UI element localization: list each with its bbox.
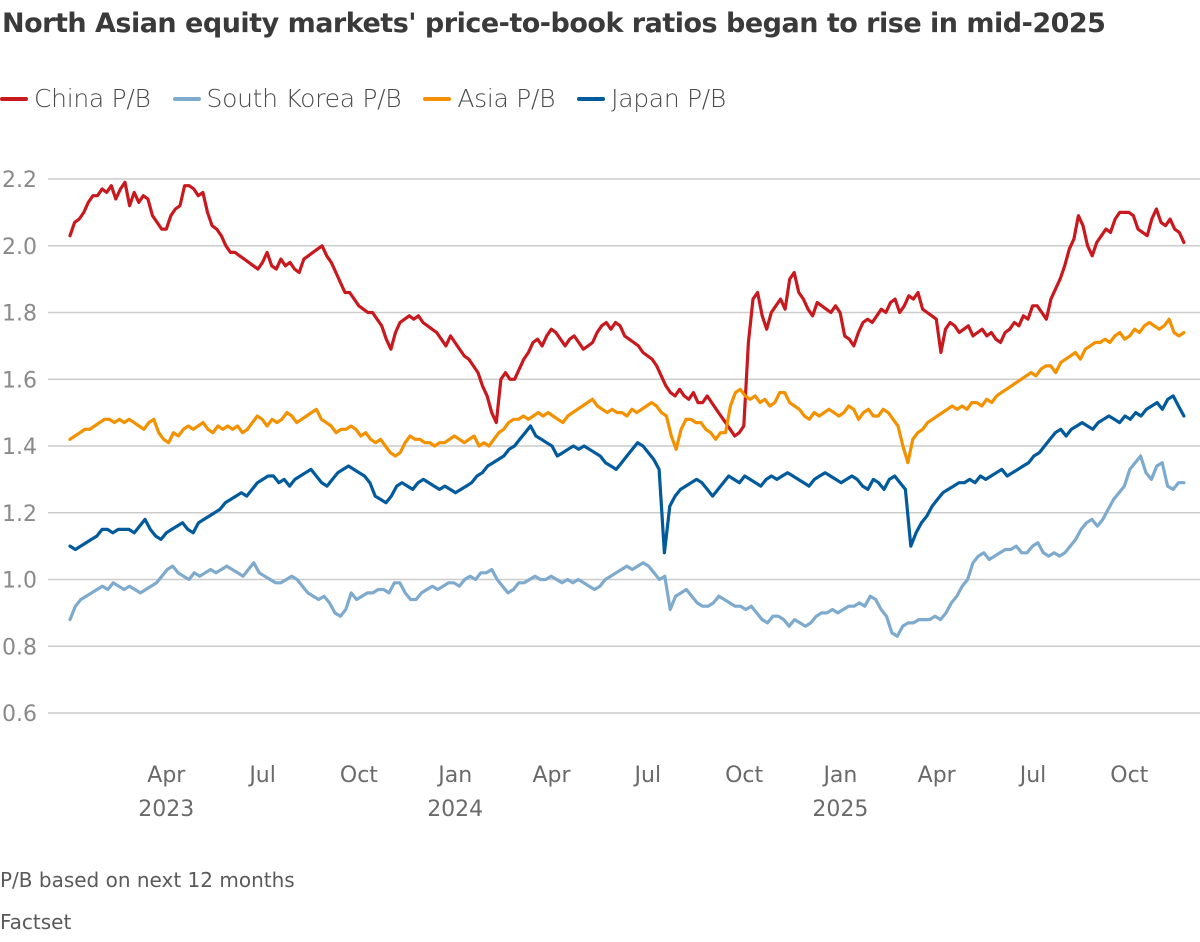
legend-swatch-china [0,96,28,101]
x-tick-label: Apr [532,763,571,788]
gridlines [48,178,1200,714]
chart-source: Factset [0,910,72,934]
x-tick-label: Apr [147,763,186,788]
legend: China P/B South Korea P/B Asia P/B Japan… [0,84,748,113]
x-year-label: 2024 [427,797,483,822]
x-tick-label: Jul [247,763,276,788]
x-tick-label: Apr [918,763,957,788]
y-tick-label: 2.2 [2,168,37,193]
line-chart: 2.2 2.0 1.8 1.6 1.4 1.2 1.0 0.8 0.6 Apr 2023 Jul Oc… [2,168,1200,822]
y-tick-label: 0.8 [2,635,37,660]
y-tick-label: 0.6 [2,702,37,727]
legend-swatch-japan [577,96,606,101]
y-tick-label: 2.0 [2,235,37,260]
legend-label-south-korea: South Korea P/B [206,84,402,113]
series-line-south-korea-p-b [68,454,1186,638]
y-tick-label: 1.6 [2,368,37,393]
series-line-japan-p-b [68,394,1186,555]
chart-note: P/B based on next 12 months [0,868,295,892]
chart-title: North Asian equity markets' price-to-boo… [2,8,1106,39]
y-tick-label: 1.2 [2,502,37,527]
x-tick-label: Jan [436,763,472,788]
legend-item-japan: Japan P/B [577,84,726,113]
legend-label-japan: Japan P/B [611,84,726,113]
y-axis-ticks: 2.2 2.0 1.8 1.6 1.4 1.2 1.0 0.8 0.6 [2,168,37,727]
y-tick-label: 1.8 [2,302,37,327]
series-lines [68,180,1186,638]
x-tick-label: Oct [340,763,378,788]
legend-label-china: China P/B [34,84,151,113]
series-line-asia-p-b [68,317,1186,465]
x-tick-label: Jul [633,763,662,788]
series-line-china-p-b [68,180,1186,438]
x-tick-label: Jan [821,763,857,788]
y-tick-label: 1.4 [2,435,37,460]
legend-label-asia: Asia P/B [457,84,556,113]
legend-item-asia: Asia P/B [423,84,555,113]
x-tick-label: Oct [725,763,763,788]
legend-item-south-korea: South Korea P/B [172,84,402,113]
y-tick-label: 1.0 [2,569,37,594]
x-tick-label: Jul [1018,763,1047,788]
legend-swatch-south-korea [172,96,201,101]
x-year-label: 2023 [138,797,194,822]
x-year-label: 2025 [812,797,868,822]
x-axis-ticks: Apr 2023 Jul Oct Jan 2024 Apr Jul Oct Jan 2025 Apr J… [138,763,1148,822]
x-tick-label: Oct [1110,763,1148,788]
legend-swatch-asia [423,96,452,101]
legend-item-china: China P/B [0,84,151,113]
